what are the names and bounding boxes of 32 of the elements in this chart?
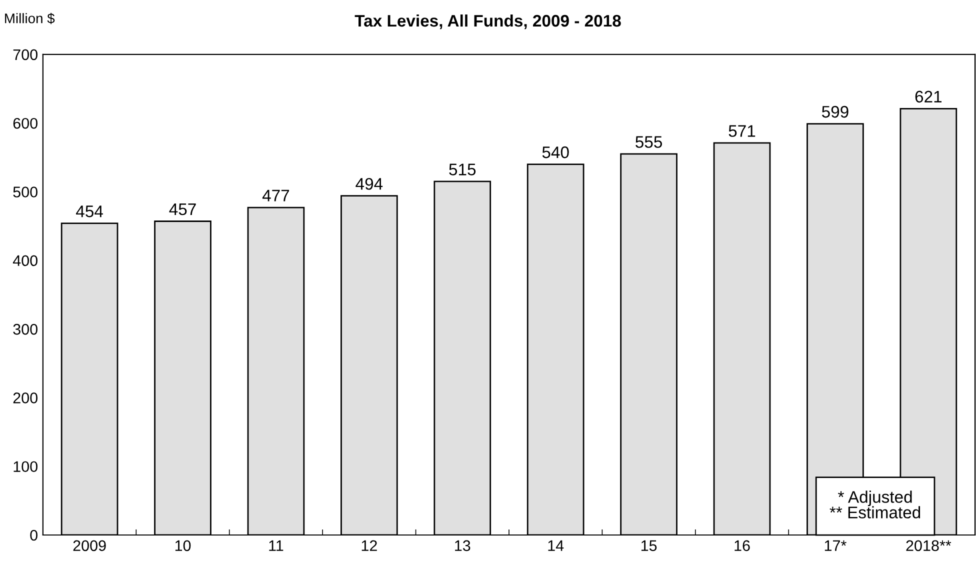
x-tick-label: 15 xyxy=(641,540,657,552)
data-label: 457 xyxy=(169,204,196,216)
data-label: 555 xyxy=(636,136,662,148)
y-tick-label: 400 xyxy=(12,255,38,266)
x-tick-label: 12 xyxy=(362,540,377,551)
x-tick-label: 11 xyxy=(269,540,284,551)
y-axis-title: Million $ xyxy=(5,12,55,24)
chart-title: Tax Levies, All Funds, 2009 - 2018 xyxy=(354,14,621,30)
data-label: 494 xyxy=(356,178,383,190)
data-label: 599 xyxy=(822,106,848,118)
data-label: 571 xyxy=(728,125,756,137)
x-tick-label: 10 xyxy=(175,540,191,552)
y-tick-label: 200 xyxy=(13,392,38,404)
data-label: 454 xyxy=(76,206,103,218)
annotation: * Adjusted xyxy=(838,490,912,506)
data-label: 621 xyxy=(915,90,942,103)
data-label: 540 xyxy=(542,146,569,158)
y-tick-label: 500 xyxy=(13,186,38,198)
x-tick-label: 14 xyxy=(548,540,564,551)
x-tick-label: 2018** xyxy=(906,540,952,552)
x-tick-label: 13 xyxy=(455,540,470,552)
data-label: 515 xyxy=(449,164,476,176)
y-tick-label: 300 xyxy=(13,324,38,335)
x-tick-label: 16 xyxy=(734,540,750,552)
annotation: ** Estimated xyxy=(830,506,920,518)
y-tick-label: 700 xyxy=(13,49,38,60)
y-tick-label: 600 xyxy=(13,118,38,129)
y-tick-label: 0 xyxy=(30,530,38,541)
x-tick-label: 17* xyxy=(824,540,846,551)
data-label: 477 xyxy=(262,190,290,202)
y-tick-label: 100 xyxy=(14,461,38,472)
x-tick-label: 2009 xyxy=(73,540,106,552)
